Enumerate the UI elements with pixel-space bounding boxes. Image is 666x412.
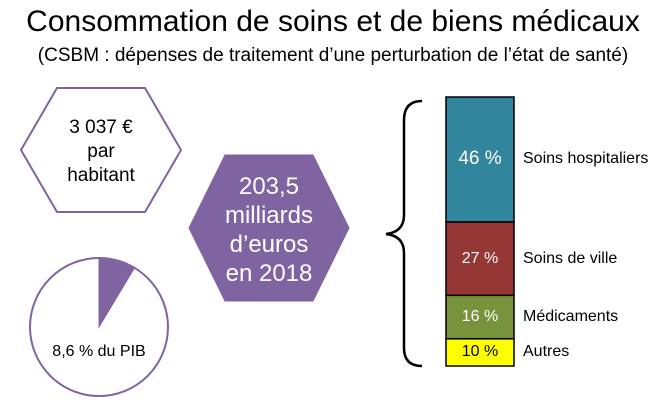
pib-pie-slice <box>98 257 136 329</box>
total-year: en 2018 <box>225 260 313 287</box>
total-amount: 203,5 <box>238 173 300 200</box>
page-title: Consommation de soins et de biens médica… <box>26 5 640 38</box>
bar-segment-medic <box>445 294 515 340</box>
per-capita-amount: 3 037 € <box>69 117 133 138</box>
bar-category-medic: Médicaments <box>523 308 619 326</box>
stacked-bar <box>445 96 515 367</box>
bar-segment-autres <box>445 338 515 367</box>
total-text: 203,5 milliards d’euros en 2018 <box>205 172 333 288</box>
bar-value-autres: 10 % <box>461 343 499 361</box>
bar-segment-hosp <box>445 96 515 223</box>
per-capita-text: 3 037 € par habitant <box>40 116 162 188</box>
pib-label: 8,6 % du PIB <box>52 343 146 360</box>
per-capita-par: par <box>87 141 115 162</box>
bar-value-hosp: 46 % <box>458 148 502 170</box>
per-capita-habitant: habitant <box>67 165 135 186</box>
curly-brace <box>385 99 423 368</box>
bar-category-autres: Autres <box>523 343 570 361</box>
per-capita-hexagon <box>19 87 183 213</box>
total-hexagon <box>188 154 350 302</box>
page-subtitle: (CSBM : dépenses de traitement d’une per… <box>37 45 629 66</box>
bar-category-ville: Soins de ville <box>523 249 618 267</box>
bar-value-ville: 27 % <box>461 249 499 267</box>
total-currency: d’euros <box>229 231 309 258</box>
bar-value-medic: 16 % <box>461 308 499 326</box>
bar-category-hosp: Soins hospitaliers <box>523 150 649 168</box>
total-unit: milliards <box>224 202 313 229</box>
